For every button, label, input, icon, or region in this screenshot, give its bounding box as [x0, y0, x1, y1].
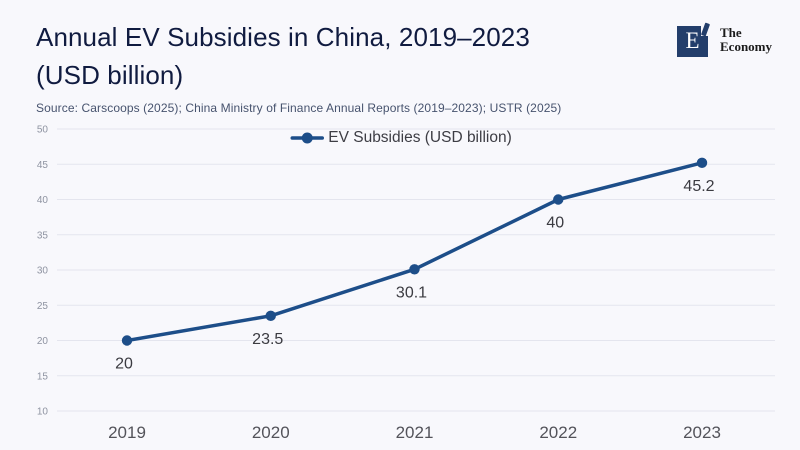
data-label-2020: 23.5: [252, 331, 283, 348]
data-point-2020: [265, 310, 276, 322]
logo-letter: E: [685, 28, 700, 53]
data-label-2021: 30.1: [396, 284, 427, 301]
logo-wordmark: The Economy: [720, 26, 772, 54]
data-point-2019: [121, 335, 133, 346]
chart-title: Annual EV Subsidies in China, 2019–2023 (…: [36, 18, 530, 94]
data-label-2022: 40: [546, 215, 564, 232]
x-axis-label: 2019: [108, 423, 146, 442]
y-axis-tick-label: 15: [37, 371, 49, 382]
y-axis-tick-label: 50: [37, 125, 49, 136]
legend-line-marker-icon: [290, 132, 324, 144]
y-axis-tick-label: 40: [37, 195, 49, 206]
brand-logo: E The Economy: [677, 22, 772, 57]
x-axis-label: 2022: [539, 423, 577, 442]
data-point-2023: [696, 157, 708, 169]
logo-wordmark-line1: The: [720, 25, 742, 40]
chart-title-line1: Annual EV Subsidies in China, 2019–2023: [36, 22, 530, 52]
logo-wordmark-line2: Economy: [720, 39, 772, 54]
series-line: [125, 161, 704, 343]
source-note: Source: Carscoops (2025); China Ministry…: [36, 101, 562, 115]
y-axis-tick-label: 30: [37, 266, 49, 277]
y-axis-tick-label: 25: [37, 301, 49, 312]
data-point-2022: [553, 194, 564, 205]
chart-title-line2: (USD billion): [36, 60, 184, 90]
data-point-2021: [409, 264, 420, 275]
x-axis-label: 2020: [252, 423, 290, 442]
x-axis-label: 2023: [683, 423, 721, 442]
logo-mark-icon: E: [677, 22, 711, 57]
x-axis-label: 2021: [396, 423, 434, 442]
y-axis-tick-label: 45: [37, 160, 49, 171]
legend: EV Subsidies (USD billion): [290, 129, 512, 147]
legend-label: EV Subsidies (USD billion): [328, 129, 512, 146]
y-axis-tick-label: 35: [37, 230, 49, 241]
data-label-2023: 45.2: [683, 178, 714, 195]
data-label-2019: 20: [115, 356, 133, 373]
y-axis-tick-label: 20: [37, 336, 49, 347]
y-axis-tick-label: 10: [37, 407, 49, 418]
